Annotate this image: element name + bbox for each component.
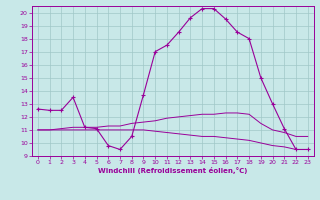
X-axis label: Windchill (Refroidissement éolien,°C): Windchill (Refroidissement éolien,°C) (98, 167, 247, 174)
